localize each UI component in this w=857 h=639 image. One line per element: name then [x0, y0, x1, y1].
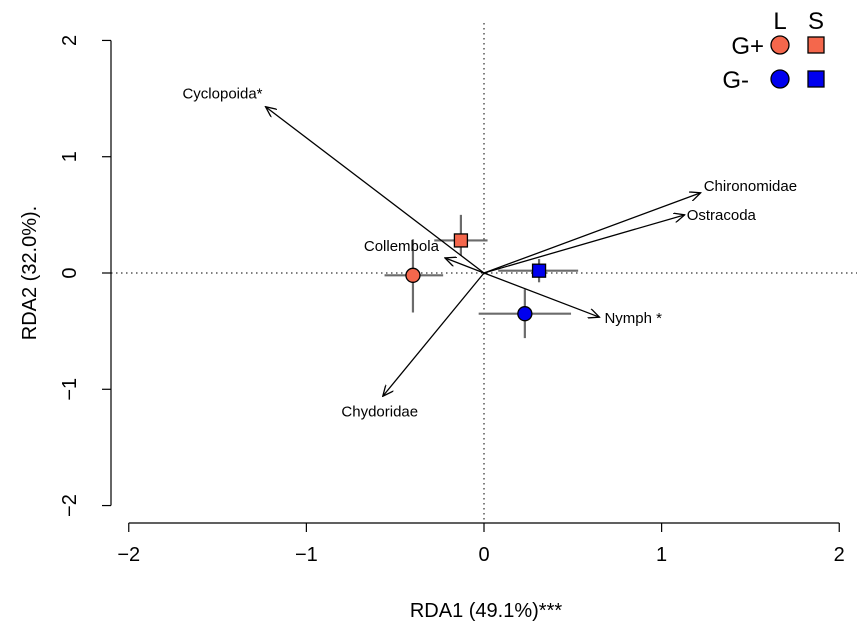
arrow-nymph: [483, 272, 599, 317]
arrow-chironomidae: [483, 193, 701, 274]
x-axis-title: RDA1 (49.1%)***: [410, 600, 563, 622]
legend: L S G+ G-: [722, 8, 825, 94]
y-axis: −2 −1 0 1 2: [59, 35, 112, 517]
legend-gplus-circle: [770, 35, 790, 55]
y-tick-label: 1: [59, 151, 81, 162]
error-bars: [384, 214, 579, 339]
legend-gplus-square: [807, 36, 825, 54]
x-axis: −2 −1 0 1 2: [117, 522, 845, 566]
arrow-label-chydoridae: Chydoridae: [341, 403, 418, 420]
points: [405, 233, 547, 322]
legend-col-S: S: [808, 8, 824, 35]
legend-gminus-square: [807, 70, 825, 88]
arrow-cyclopoida: [266, 107, 485, 274]
legend-row-gminus-label: G-: [722, 67, 749, 94]
point-gminus-s: [531, 263, 547, 278]
y-tick-label: 0: [59, 267, 81, 278]
arrow-label-nymph: Nymph *: [604, 310, 662, 327]
arrow-label-cyclopoida: Cyclopoida*: [182, 86, 262, 103]
arrow-label-collembola: Collembola: [364, 238, 440, 255]
x-tick-label: 0: [478, 544, 489, 566]
arrow-ostracoda: [483, 215, 685, 274]
arrow-collembola: [445, 258, 485, 274]
x-tick-label: −1: [295, 544, 318, 566]
arrow-label-chironomidae: Chironomidae: [704, 178, 797, 195]
y-axis-title: RDA2 (32.0%).: [19, 206, 41, 341]
legend-col-L: L: [773, 8, 786, 35]
arrow-label-ostracoda: Ostracoda: [687, 207, 757, 224]
legend-row-gplus-label: G+: [731, 33, 764, 60]
x-tick-label: 1: [656, 544, 667, 566]
point-gminus-l: [517, 306, 533, 322]
y-tick-label: −1: [59, 378, 81, 401]
point-gplus-s: [453, 233, 469, 248]
arrows: Cyclopoida* Chironomidae Ostracoda Collembo…: [182, 86, 797, 421]
y-tick-label: 2: [59, 35, 81, 46]
y-tick-label: −2: [59, 494, 81, 517]
point-gplus-l: [405, 267, 421, 283]
x-tick-label: 2: [834, 544, 845, 566]
x-tick-label: −2: [117, 544, 140, 566]
arrow-chydoridae: [383, 272, 485, 396]
legend-gminus-circle: [770, 69, 790, 89]
